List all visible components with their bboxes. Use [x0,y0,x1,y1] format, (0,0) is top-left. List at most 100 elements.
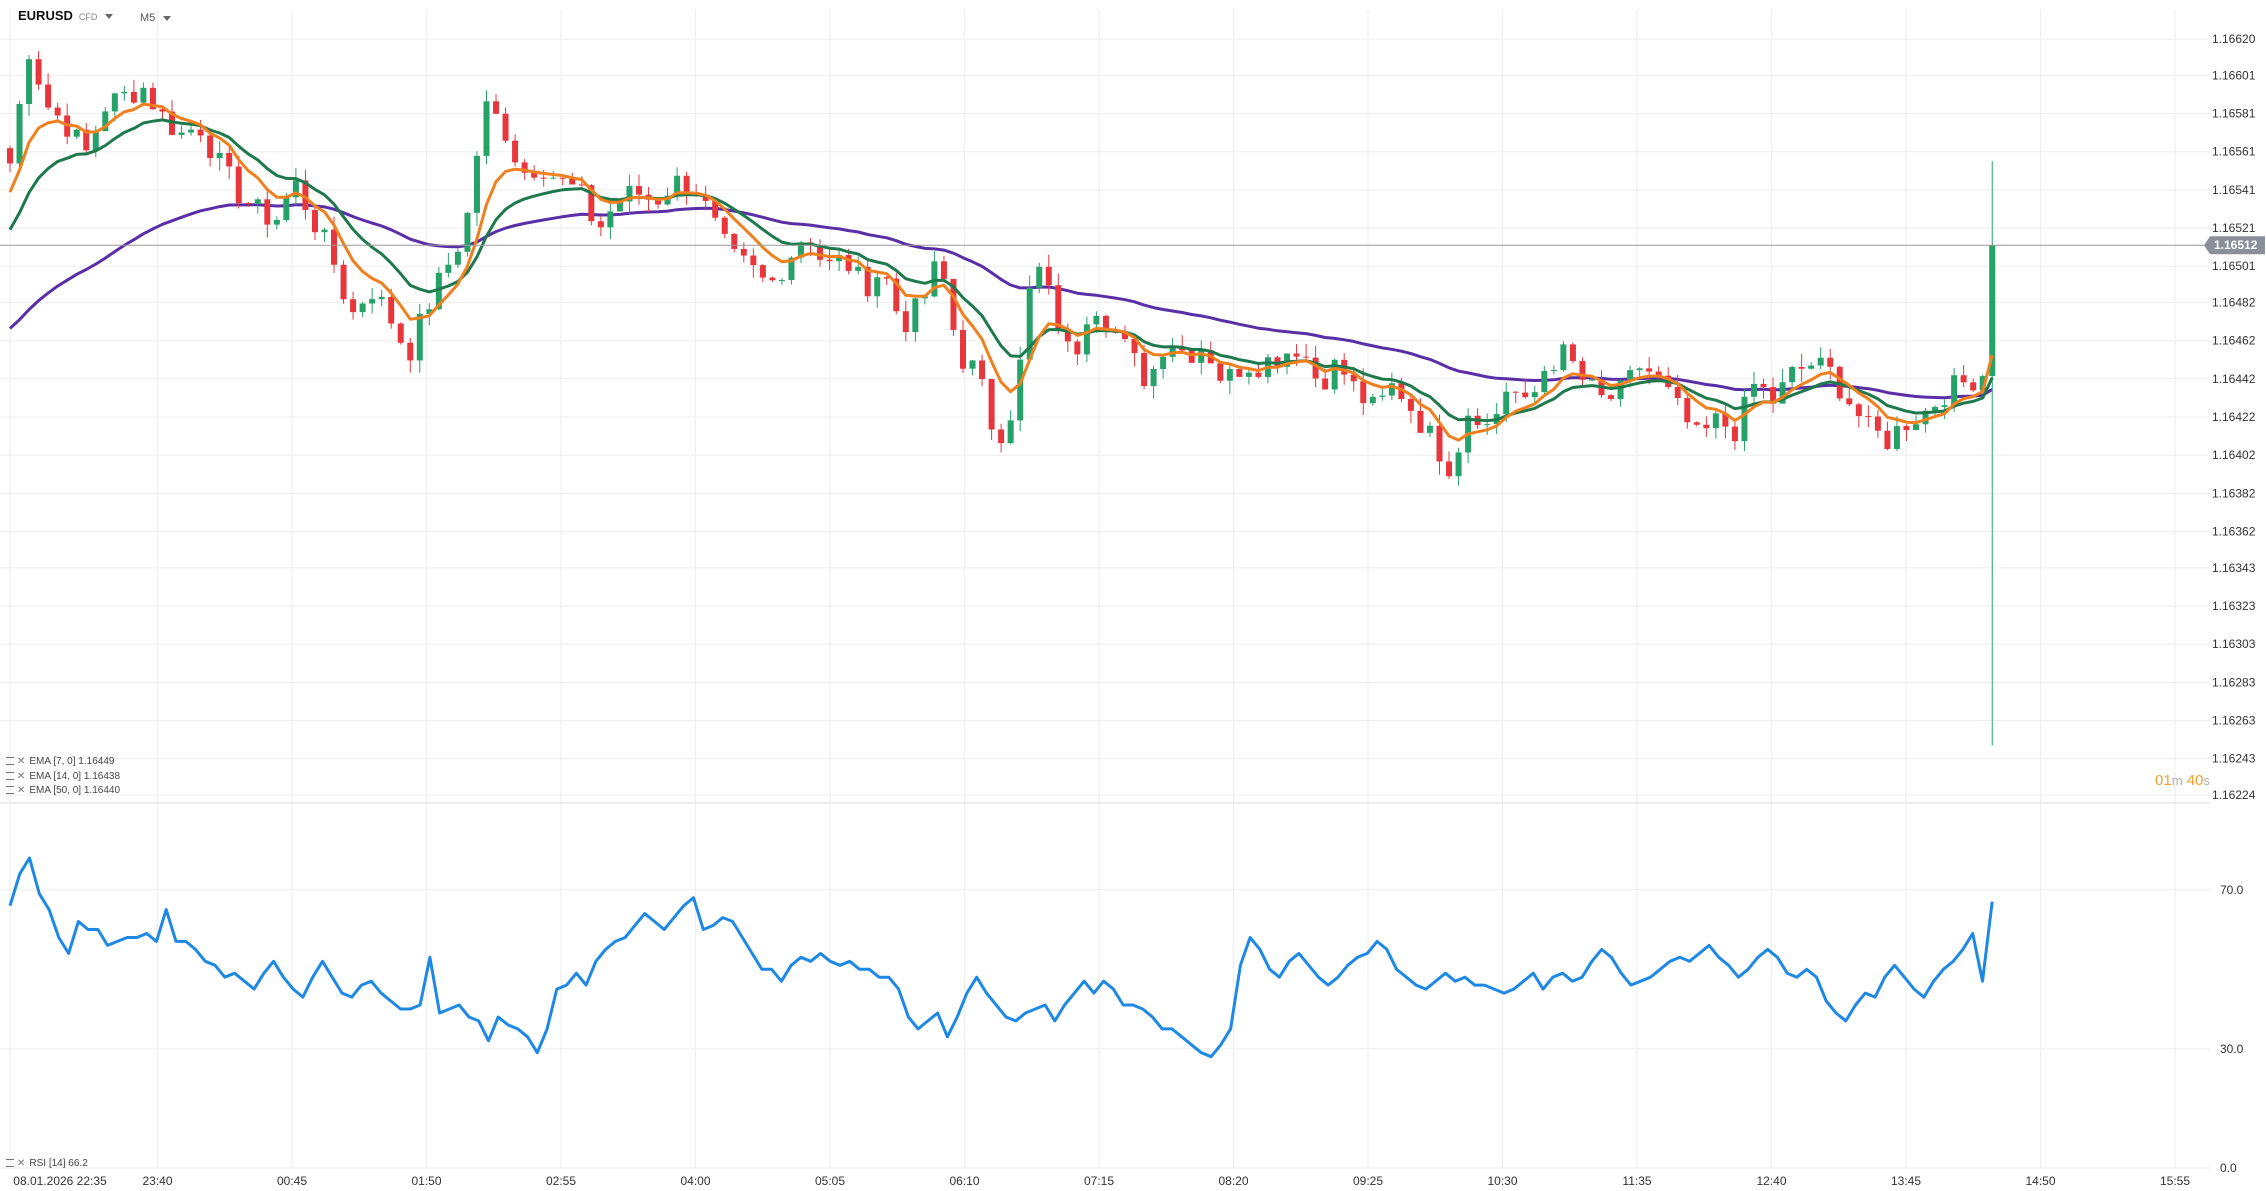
candle-body [83,129,90,151]
candle [721,216,728,239]
symbol-selector[interactable]: EURUSD CFD [18,8,114,23]
candle-body [1064,328,1071,342]
candle-body [1712,413,1719,429]
candle [1579,357,1586,387]
settings-icon[interactable] [6,772,14,781]
candle-body [264,199,271,225]
legend-ema50[interactable]: ✕ EMA [50, 0] 1.16440 [6,785,120,796]
candle [378,289,385,307]
candle [1150,365,1157,399]
candle [54,103,61,122]
candle-body [1817,357,1824,366]
candle [83,123,90,154]
candle-body [702,195,709,201]
candle [1017,346,1024,432]
candle [1274,356,1281,374]
settings-icon[interactable] [6,757,14,766]
candle-body [1455,452,1462,477]
candle-body [1874,416,1881,431]
candle-body [626,186,633,202]
candle [769,276,776,283]
candle-body [1407,398,1414,411]
legend-ema7[interactable]: ✕ EMA [7, 0] 1.16449 [6,756,114,767]
chevron-down-icon[interactable] [105,14,114,20]
ema7-line [8,102,1994,442]
candle-body [45,84,52,108]
candle-body [1217,363,1224,381]
candle-body [683,175,690,193]
candle-body [960,329,966,369]
candle [893,272,900,315]
timeframe-selector[interactable]: M5 [140,12,172,24]
close-icon[interactable]: ✕ [17,1158,26,1169]
candle-body [1808,365,1815,369]
candle [1817,347,1824,370]
time-tick-label: 04:00 [680,1174,710,1188]
candle [1045,254,1052,295]
candle-body [893,278,900,312]
candle-body [159,109,166,112]
legend-ema14[interactable]: ✕ EMA [14, 0] 1.16438 [6,771,120,782]
close-icon[interactable]: ✕ [17,756,26,767]
countdown-seconds: 40 [2186,772,2204,789]
candle-body [178,132,185,135]
candle-body [416,313,423,361]
timeframe-label: M5 [140,12,156,24]
candle [321,227,328,242]
candle-body [331,229,338,265]
legend-rsi-label: RSI [14] 66.2 [29,1158,88,1169]
time-axis[interactable]: 08.01.2026 22:35 23:40 00:45 01:50 02:55 04:0… [13,1174,2190,1188]
candle-body [1522,392,1529,398]
candles [7,51,1996,746]
candle [454,248,461,268]
candle-body [254,199,261,204]
candle [169,100,176,136]
candle-body [1865,416,1872,418]
candle [1808,361,1815,370]
candle [121,85,128,101]
candle [1789,365,1796,391]
candle [969,360,976,376]
candle-body [1512,391,1519,393]
candle-body [216,152,223,159]
time-tick-label: 15:55 [2160,1174,2190,1188]
candle-body [1293,353,1300,357]
candle [1169,338,1176,363]
candle-body [464,212,471,252]
candle [1798,353,1805,382]
candle [235,155,242,209]
candle [1236,368,1243,378]
candle-body [1627,370,1634,381]
candle [988,378,995,440]
candle-body [1760,383,1767,388]
symbol-sub-label: CFD [78,12,98,22]
candle-body [1913,424,1919,431]
price-axis[interactable]: 1.16620 1.16601 1.16581 1.16561 1.16541 1.165… [2204,32,2265,802]
candle [1455,447,1462,486]
legend-ema50-label: EMA [50, 0] 1.16440 [29,785,121,796]
candle-body [1798,366,1805,369]
close-icon[interactable]: ✕ [17,771,26,782]
candle [502,107,509,143]
settings-icon[interactable] [6,786,14,795]
candle-body [321,229,328,233]
chevron-down-icon[interactable] [163,15,172,21]
candle [1141,344,1148,390]
candle [1369,393,1376,406]
candle [1303,343,1310,362]
candle [1598,370,1605,398]
time-tick-label: 05:05 [815,1174,845,1188]
candle-body [397,323,404,343]
candle-body [378,296,385,300]
close-icon[interactable]: ✕ [17,785,26,796]
candle-body [559,177,566,179]
candle-body [616,201,623,212]
candle-body [578,184,585,186]
settings-icon[interactable] [6,1159,14,1168]
candle-body [1770,387,1777,404]
candle-body [311,210,318,233]
candle [407,337,414,373]
legend-rsi[interactable]: ✕ RSI [14] 66.2 [6,1158,88,1169]
price-tick-label: 1.16521 [2212,221,2256,235]
